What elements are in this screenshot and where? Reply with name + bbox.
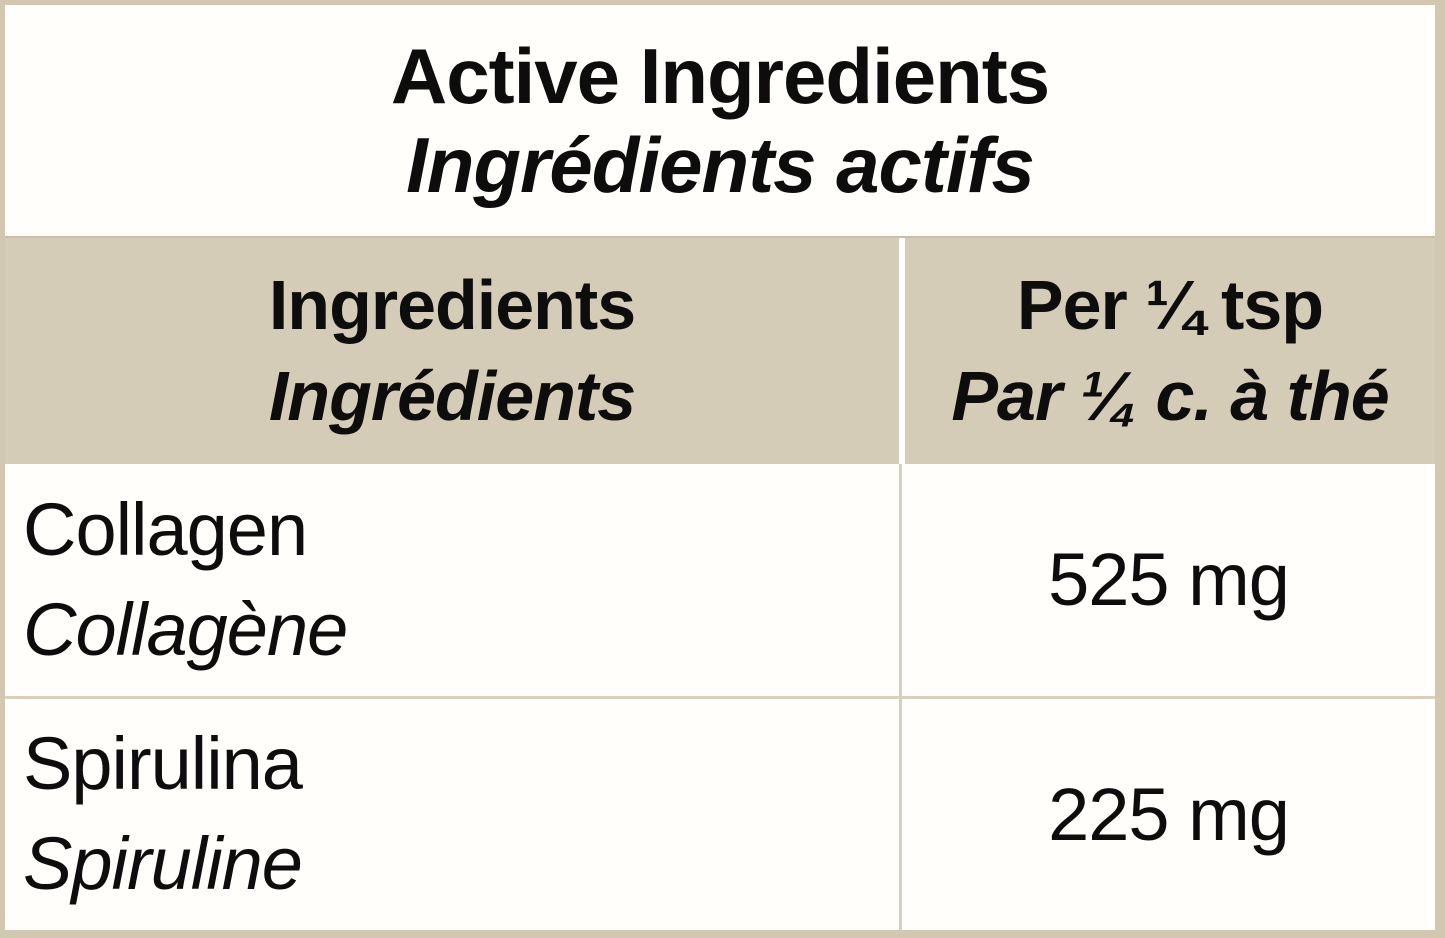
ingredient-amount: 525 mg	[1048, 538, 1290, 622]
ingredient-amount: 225 mg	[1048, 772, 1290, 856]
body-column-divider	[899, 464, 902, 696]
ingredient-name-cell: Collagen Collagène	[5, 464, 899, 696]
table-row: Spirulina Spiruline 225 mg	[5, 698, 1435, 931]
table-header-row: Ingredients Ingrédients Per ¼ tsp Par ¼ …	[5, 236, 1435, 464]
row-divider	[5, 695, 1435, 699]
title-english: Active Ingredients	[390, 31, 1050, 120]
ingredient-name-english: Collagen	[23, 487, 308, 571]
title-french: Ingrédients actifs	[406, 120, 1035, 209]
ingredient-name-french: Collagène	[23, 587, 348, 671]
header-column-divider	[899, 238, 905, 464]
header-ingredients-english: Ingredients	[268, 266, 636, 344]
ingredient-amount-cell: 225 mg	[902, 699, 1435, 931]
header-ingredients-french: Ingrédients	[268, 357, 636, 435]
ingredient-name-french: Spiruline	[23, 822, 303, 906]
header-amount-english: Per ¼ tsp	[1016, 266, 1324, 344]
body-column-divider	[899, 698, 902, 930]
header-cell-amount: Per ¼ tsp Par ¼ c. à thé	[905, 238, 1435, 464]
ingredient-amount-cell: 525 mg	[902, 464, 1435, 696]
header-cell-ingredients: Ingredients Ingrédients	[5, 238, 899, 464]
title-section: Active Ingredients Ingrédients actifs	[5, 5, 1435, 236]
table-row: Collagen Collagène 525 mg	[5, 464, 1435, 696]
header-amount-french: Par ¼ c. à thé	[951, 357, 1389, 435]
ingredient-name-cell: Spirulina Spiruline	[5, 699, 899, 931]
ingredient-name-english: Spirulina	[23, 722, 303, 806]
